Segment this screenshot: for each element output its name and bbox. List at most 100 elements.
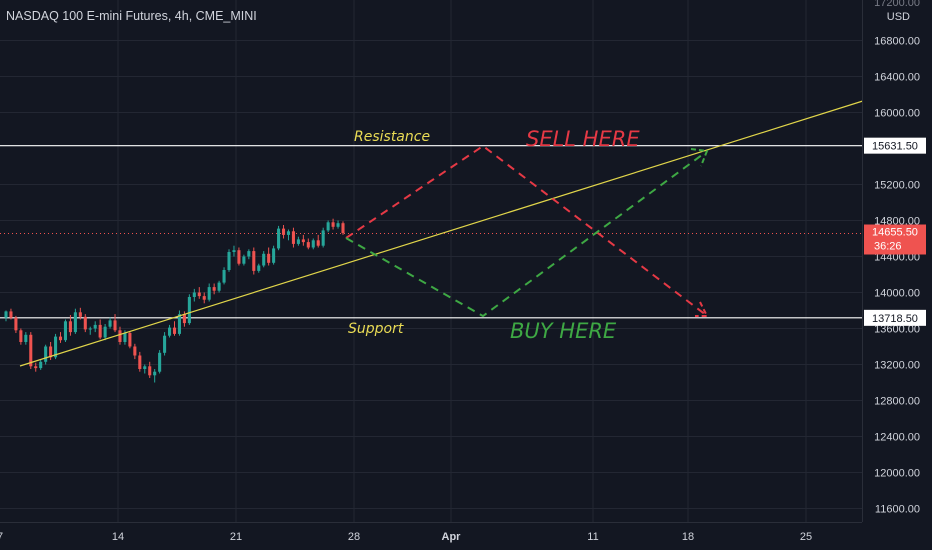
support-label: Support [348, 321, 404, 337]
candle-body [4, 311, 8, 318]
price-tick-label: 15200.00 [874, 180, 920, 192]
price-axis-top-partial: 17200.00 [874, 0, 920, 9]
candle-body [14, 317, 18, 331]
candle [326, 220, 330, 233]
candle [78, 307, 82, 320]
candle [316, 234, 320, 248]
candle [9, 308, 13, 320]
support-price-badge: 13718.50 [864, 309, 926, 326]
candle [158, 350, 162, 374]
candle-body [172, 327, 177, 334]
trend-line[interactable] [19, 99, 867, 367]
candle [331, 218, 335, 230]
candle-body [88, 328, 92, 330]
time-tick-label: 11 [587, 531, 598, 543]
candle [311, 238, 315, 250]
sell-scenario-path[interactable] [345, 144, 707, 316]
candle [212, 283, 216, 295]
candle [138, 351, 142, 372]
candle-body [177, 314, 181, 334]
candle-body [316, 240, 320, 246]
candle-body [163, 335, 167, 353]
candle [207, 283, 211, 302]
candle-body [123, 333, 127, 342]
candle [257, 263, 261, 273]
candle-body [242, 256, 246, 264]
candle-body [103, 326, 107, 338]
candle [128, 331, 132, 349]
candle [291, 227, 295, 248]
time-axis-left-partial: 7 [0, 531, 3, 543]
candle-body [148, 366, 152, 376]
candle [232, 245, 236, 257]
candle [148, 361, 152, 378]
candle-body [138, 355, 142, 369]
candle [227, 249, 231, 272]
candle [286, 229, 291, 241]
candle-body [108, 320, 112, 327]
candle-body [49, 346, 53, 358]
candle [14, 315, 18, 333]
candle-body [222, 270, 226, 283]
candle-body [54, 336, 58, 358]
candle [277, 225, 281, 251]
candle [301, 234, 305, 246]
price-tick-label: 14000.00 [874, 288, 920, 300]
candle [197, 287, 201, 299]
current-price-badge: 14655.50 36:26 [864, 224, 926, 255]
symbol-title[interactable]: NASDAQ 100 E-mini Futures, 4h, CME_MINI [6, 9, 257, 23]
buy-here-label: BUY HERE [510, 319, 617, 343]
candle [202, 292, 206, 304]
candle [217, 280, 221, 293]
candle-body [202, 296, 206, 300]
candle-body [39, 361, 43, 369]
candle [267, 247, 271, 266]
candle-body [128, 333, 132, 347]
buy-arrow-head [690, 148, 709, 167]
candle-body [19, 330, 23, 342]
candle-body [182, 314, 186, 324]
time-tick-label: 14 [112, 531, 124, 543]
candle-body [68, 321, 72, 333]
candle [222, 267, 226, 285]
support-price-text: 13718.50 [872, 313, 918, 325]
candle [192, 288, 196, 302]
candle [252, 247, 256, 275]
candle [19, 328, 23, 345]
candle-body [197, 292, 201, 297]
candle-body [247, 251, 251, 257]
candle-body [98, 324, 102, 338]
candle-body [212, 287, 216, 291]
candle [321, 227, 325, 248]
candle [172, 321, 177, 336]
candle-body [24, 334, 28, 342]
price-scale[interactable]: 17200.00 USD 16800.00 16400.00 16000.00 152… [862, 0, 932, 522]
current-price-text: 14655.50 [872, 227, 918, 239]
candle-body [34, 366, 38, 369]
candle [44, 344, 48, 365]
candle [341, 221, 345, 235]
candle-body [29, 334, 33, 367]
candle [242, 254, 246, 266]
candle-body [207, 287, 211, 300]
grid-lines [0, 0, 862, 522]
price-scale-background [862, 0, 932, 522]
buy-scenario-path[interactable] [345, 151, 707, 318]
sell-here-label: SELL HERE [526, 127, 640, 151]
time-scale[interactable]: 7 14 21 28 Apr 11 18 25 [0, 522, 932, 550]
candle-body [63, 321, 68, 341]
candle-body [232, 250, 236, 252]
candle-body [73, 312, 77, 333]
candle [133, 343, 137, 360]
price-tick-label: 11600.00 [875, 504, 920, 516]
price-tick-label: 13200.00 [874, 360, 920, 372]
candle [73, 308, 77, 334]
price-tick-label: 12000.00 [874, 468, 920, 480]
candle [24, 332, 28, 345]
candle [58, 332, 63, 343]
candle-body [237, 250, 241, 264]
candle-body [113, 320, 117, 331]
time-tick-label: 18 [682, 531, 694, 543]
candle [237, 247, 241, 266]
